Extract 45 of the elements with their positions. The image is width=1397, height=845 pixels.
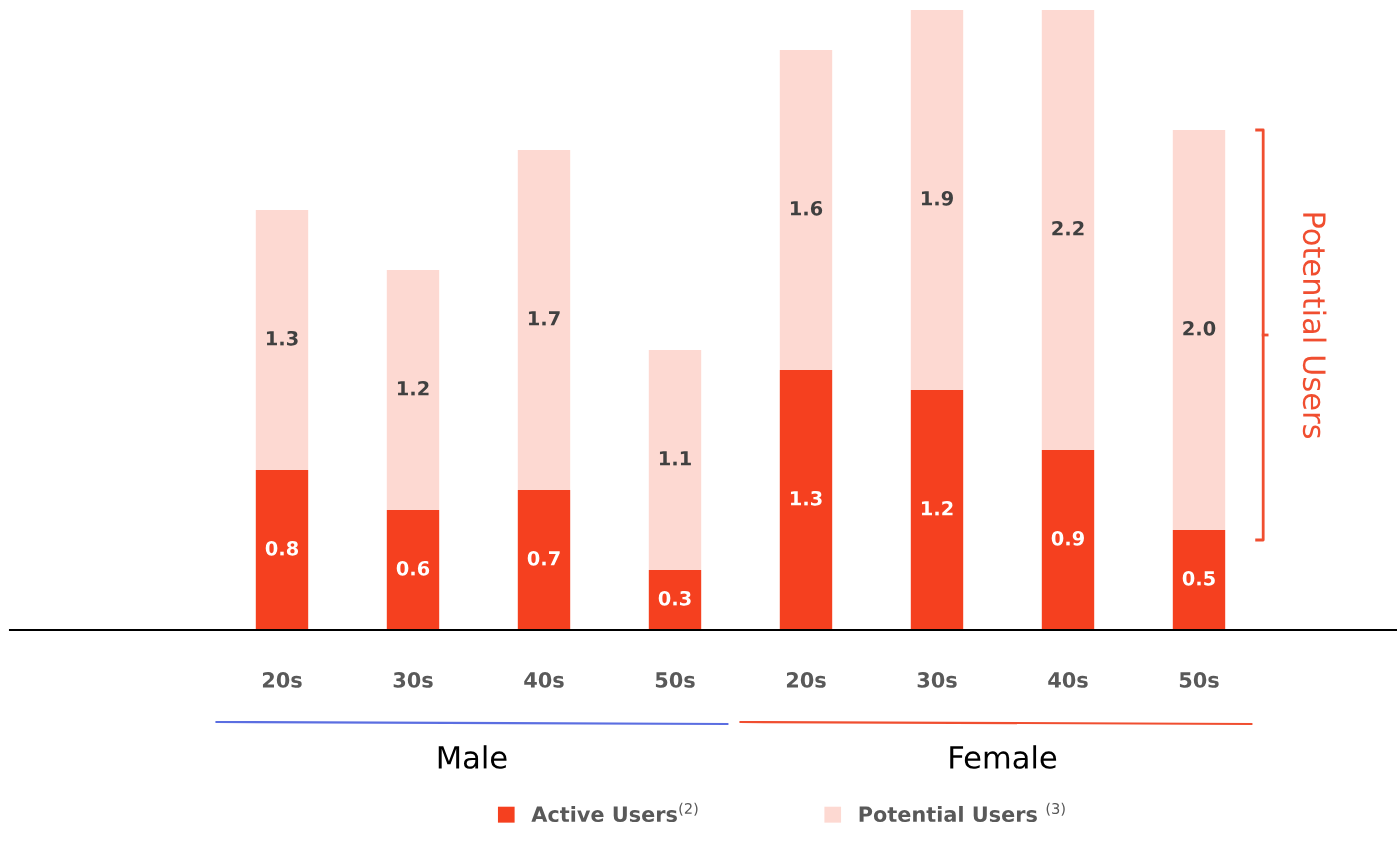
legend-label: Potential Users $^{(3)}$ xyxy=(859,802,1065,823)
bar xyxy=(1172,530,1226,630)
data-label: 1.3 xyxy=(266,330,298,346)
x-tick-label: 30s xyxy=(917,672,957,688)
data-label: 0.6 xyxy=(396,560,430,576)
bar xyxy=(255,210,309,470)
bar xyxy=(1172,130,1226,530)
bar xyxy=(910,10,964,390)
text: Female xyxy=(950,745,1057,769)
data-label: 1.3 xyxy=(790,490,822,506)
data-label: 2.2 xyxy=(1052,220,1084,236)
x-tick-label: 20s xyxy=(262,672,302,688)
bar xyxy=(517,150,571,490)
x-tick-label: 40s xyxy=(524,672,564,688)
bar xyxy=(386,510,440,630)
data-label: 1.2 xyxy=(921,500,953,516)
data-label: 0.7 xyxy=(527,550,560,566)
bar xyxy=(1041,450,1095,630)
data-label: 0.5 xyxy=(1182,570,1215,586)
text: Potential Users xyxy=(1302,213,1327,439)
bar xyxy=(1041,10,1095,450)
data-label: 2.0 xyxy=(1183,320,1216,336)
bar xyxy=(910,390,964,630)
bar xyxy=(648,570,702,630)
legend-label: Active Users$^{(2)}$ xyxy=(531,802,698,823)
data-label: 1.1 xyxy=(659,451,691,466)
bar xyxy=(517,490,571,630)
data-label: 0.3 xyxy=(658,590,691,606)
data-label: 1.9 xyxy=(921,190,953,206)
x-tick-label: 50s xyxy=(1179,672,1219,688)
text: Male xyxy=(438,745,507,769)
bar xyxy=(648,350,702,570)
bar xyxy=(255,470,309,630)
data-label: 1.7 xyxy=(528,311,560,326)
bar xyxy=(779,50,833,370)
bar xyxy=(386,270,440,510)
bar xyxy=(779,370,833,630)
data-label: 1.2 xyxy=(397,380,429,396)
x-tick-label: 30s xyxy=(393,672,433,688)
x-tick-label: 20s xyxy=(786,672,826,688)
x-tick-label: 40s xyxy=(1048,672,1088,688)
x-tick-label: 50s xyxy=(655,672,695,688)
data-label: 0.9 xyxy=(1051,530,1084,546)
data-label: 1.6 xyxy=(790,200,823,216)
data-label: 0.8 xyxy=(265,540,299,556)
